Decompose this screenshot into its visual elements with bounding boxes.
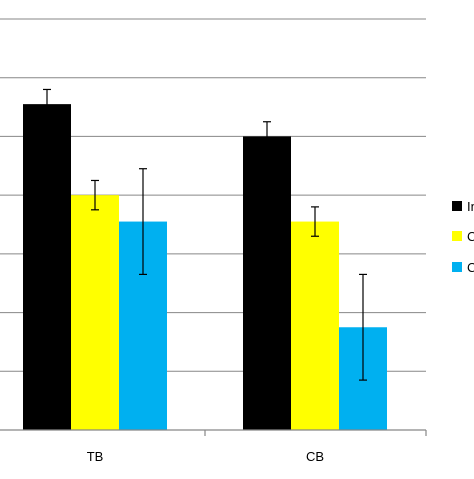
legend-label: In — [467, 199, 474, 214]
legend-swatch — [452, 262, 462, 272]
x-axis: TB CB — [0, 429, 427, 464]
bar — [23, 104, 71, 430]
legend-label: C — [467, 260, 474, 275]
x-tick-label: TB — [87, 449, 104, 464]
legend: In C C — [452, 199, 474, 275]
x-tick-label: CB — [306, 449, 324, 464]
bar — [71, 195, 119, 430]
error-bars — [43, 88, 367, 381]
legend-swatch — [452, 201, 462, 211]
legend-label: C — [467, 229, 474, 244]
bars — [23, 104, 387, 430]
bar — [291, 221, 339, 430]
legend-swatch — [452, 231, 462, 241]
bar — [243, 136, 291, 430]
